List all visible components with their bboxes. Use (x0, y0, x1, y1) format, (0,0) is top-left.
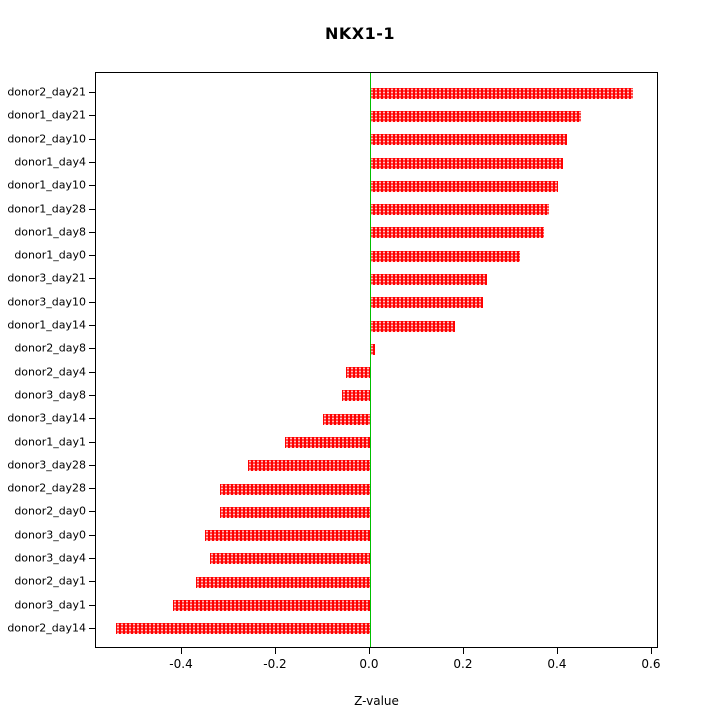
bar (369, 134, 568, 146)
y-tick-label: donor3_day28 (7, 458, 86, 472)
y-tick (89, 441, 95, 443)
y-tick (89, 371, 95, 373)
bar (369, 320, 455, 332)
y-tick (89, 92, 95, 94)
x-tick-label: 0.4 (547, 657, 567, 671)
y-tick (89, 115, 95, 117)
x-tick (368, 648, 370, 654)
bar (369, 227, 544, 239)
y-tick (89, 208, 95, 210)
x-axis-title: Z-value (354, 694, 399, 708)
y-tick-label: donor1_day28 (7, 202, 86, 216)
y-tick (89, 511, 95, 513)
y-tick-label: donor3_day4 (14, 551, 86, 565)
y-tick-label: donor3_day21 (7, 271, 86, 285)
x-tick-label: -0.4 (169, 657, 193, 671)
y-tick (89, 138, 95, 140)
y-tick (89, 557, 95, 559)
bar (369, 273, 488, 285)
y-tick-label: donor2_day8 (14, 341, 86, 355)
y-tick (89, 255, 95, 257)
bar (369, 157, 563, 169)
y-tick-label: donor3_day14 (7, 411, 86, 425)
bar (196, 576, 370, 588)
bar (285, 437, 370, 449)
x-tick (650, 648, 652, 654)
y-tick-label: donor1_day10 (7, 178, 86, 192)
y-tick (89, 488, 95, 490)
bar (205, 530, 370, 542)
bar (219, 483, 370, 495)
zero-reference-line (369, 73, 371, 647)
y-tick-label: donor2_day10 (7, 132, 86, 146)
bar (219, 506, 370, 518)
bar (369, 110, 582, 122)
y-tick-label: donor2_day14 (7, 621, 86, 635)
y-tick (89, 278, 95, 280)
x-tick-label: 0.2 (453, 657, 473, 671)
y-tick (89, 627, 95, 629)
x-tick (462, 648, 464, 654)
y-tick (89, 418, 95, 420)
bar (369, 250, 521, 262)
y-tick (89, 185, 95, 187)
y-tick-label: donor2_day28 (7, 481, 86, 495)
x-tick (181, 648, 182, 654)
y-tick (89, 231, 95, 233)
plot-area (95, 72, 658, 648)
x-tick (556, 648, 558, 654)
y-tick-label: donor2_day21 (7, 85, 86, 99)
y-tick-label: donor3_day10 (7, 295, 86, 309)
bar (172, 600, 370, 612)
y-tick (89, 325, 95, 327)
y-tick-label: donor3_day1 (14, 598, 86, 612)
y-tick (89, 348, 95, 350)
bar (322, 413, 370, 425)
bar (116, 623, 370, 635)
bar (369, 297, 483, 309)
bar (369, 204, 549, 216)
x-tick-label: -0.2 (263, 657, 287, 671)
y-tick-label: donor1_day0 (14, 248, 86, 262)
bar (369, 343, 375, 355)
y-tick (89, 394, 95, 396)
y-tick (89, 581, 95, 583)
y-tick-label: donor2_day0 (14, 504, 86, 518)
bar (341, 390, 370, 402)
y-tick-label: donor1_day21 (7, 108, 86, 122)
y-tick-label: donor1_day1 (14, 435, 86, 449)
y-tick (89, 464, 95, 466)
y-tick-label: donor1_day8 (14, 225, 86, 239)
x-tick-label: 0.0 (359, 657, 379, 671)
y-tick-label: donor2_day4 (14, 365, 86, 379)
y-tick (89, 162, 95, 164)
bar (247, 460, 370, 472)
y-tick (89, 301, 95, 303)
bar (369, 180, 558, 192)
bar (369, 87, 634, 99)
chart-title: NKX1-1 (324, 24, 396, 43)
bar (346, 367, 370, 379)
y-tick (89, 604, 95, 606)
x-tick (274, 648, 276, 654)
x-tick-label: 0.6 (641, 657, 661, 671)
y-tick-label: donor1_day14 (7, 318, 86, 332)
y-tick-label: donor3_day8 (14, 388, 86, 402)
y-tick-label: donor1_day4 (14, 155, 86, 169)
y-tick-label: donor2_day1 (14, 574, 86, 588)
y-tick-label: donor3_day0 (14, 528, 86, 542)
y-tick (89, 534, 95, 536)
bar (210, 553, 370, 565)
